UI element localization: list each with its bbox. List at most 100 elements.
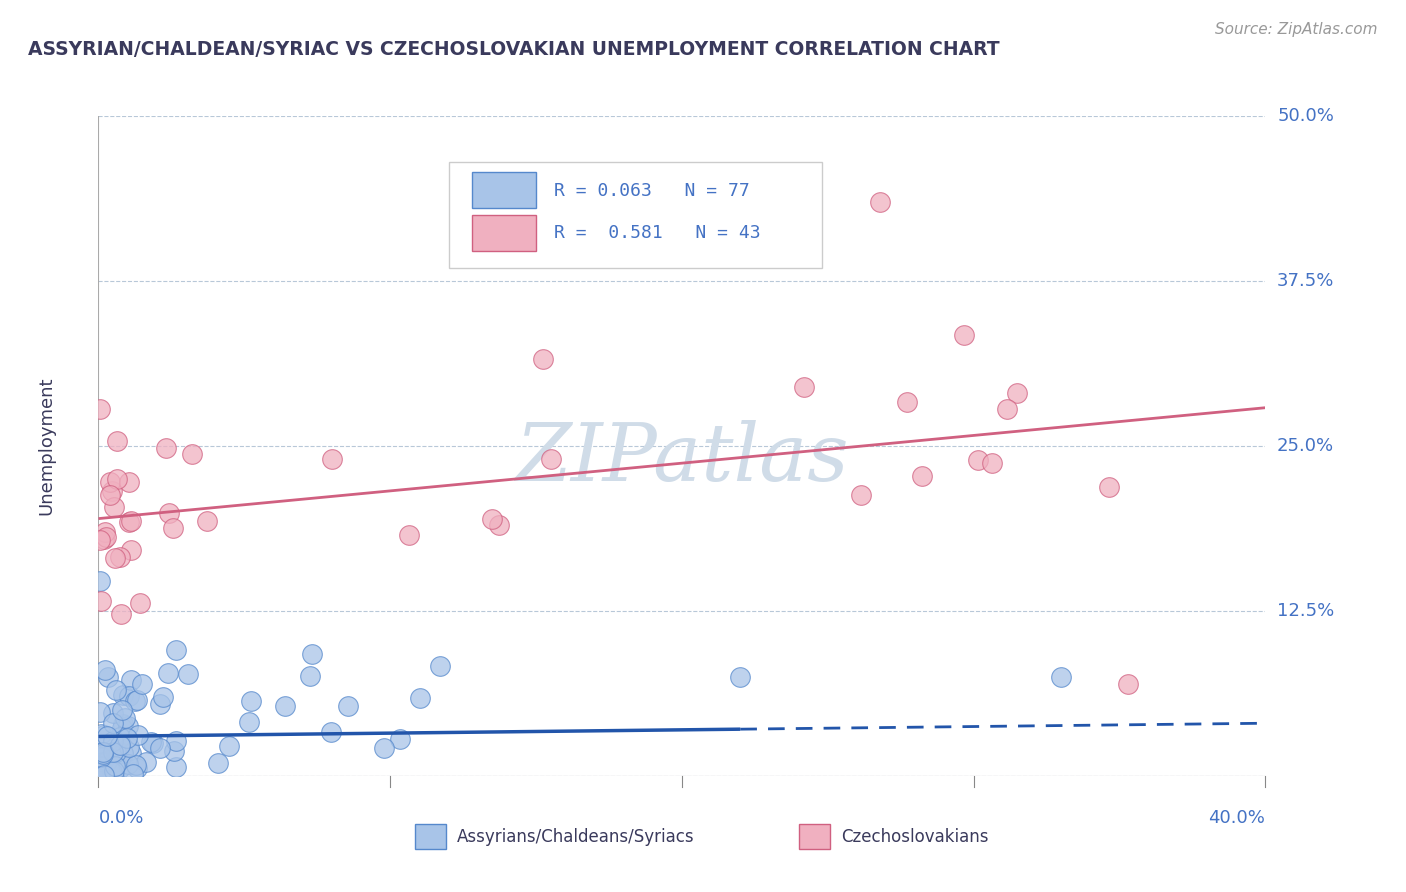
Text: Assyrians/Chaldeans/Syriacs: Assyrians/Chaldeans/Syriacs: [457, 828, 695, 846]
Point: [103, 764, 125, 778]
Point: [120, 673, 142, 687]
Point: [321, 452, 343, 467]
Point: [142, 737, 165, 751]
Point: [177, 667, 200, 681]
Point: [181, 447, 204, 461]
Point: [388, 732, 411, 747]
Point: [91, 745, 114, 759]
Point: [429, 659, 451, 673]
Point: [108, 549, 131, 564]
Point: [112, 746, 135, 760]
Point: [111, 721, 134, 735]
Point: [218, 739, 240, 754]
Point: [101, 745, 124, 759]
Point: [162, 520, 184, 534]
Point: [239, 693, 262, 707]
Point: [869, 194, 891, 209]
Point: [238, 714, 260, 729]
Point: [104, 745, 127, 759]
Point: [207, 756, 229, 770]
Point: [107, 746, 129, 760]
Text: 0.0%: 0.0%: [98, 809, 143, 827]
Point: [165, 643, 187, 657]
Point: [274, 698, 297, 713]
Point: [98, 488, 121, 502]
Point: [101, 716, 124, 731]
Point: [100, 475, 122, 489]
FancyBboxPatch shape: [449, 162, 823, 268]
Point: [118, 740, 141, 755]
Text: Source: ZipAtlas.com: Source: ZipAtlas.com: [1215, 22, 1378, 37]
Point: [301, 647, 323, 661]
Point: [105, 472, 128, 486]
Point: [103, 500, 125, 515]
Text: Czechoslovakians: Czechoslovakians: [841, 828, 988, 846]
FancyBboxPatch shape: [799, 824, 830, 849]
Point: [101, 734, 124, 748]
Text: 40.0%: 40.0%: [1209, 809, 1265, 827]
Point: [967, 453, 990, 467]
Text: 50.0%: 50.0%: [1277, 107, 1334, 125]
FancyBboxPatch shape: [472, 215, 536, 252]
Point: [104, 759, 127, 773]
Point: [96, 530, 118, 544]
Point: [117, 731, 139, 746]
Point: [409, 691, 432, 706]
Point: [94, 663, 117, 677]
Point: [120, 514, 142, 528]
Point: [89, 766, 111, 780]
Point: [531, 351, 554, 366]
Point: [91, 767, 114, 781]
FancyBboxPatch shape: [472, 172, 536, 209]
Point: [139, 734, 162, 748]
Point: [90, 727, 112, 741]
Point: [157, 506, 180, 520]
Point: [96, 730, 118, 744]
Point: [792, 380, 814, 394]
Point: [93, 532, 115, 546]
Point: [1098, 480, 1121, 494]
Point: [488, 517, 510, 532]
Point: [112, 688, 135, 702]
Point: [728, 670, 751, 684]
Point: [89, 533, 111, 548]
Text: ZIPatlas: ZIPatlas: [515, 420, 849, 498]
Point: [120, 747, 142, 761]
Point: [149, 697, 172, 711]
Point: [156, 665, 179, 680]
Point: [97, 670, 120, 684]
Point: [117, 719, 139, 733]
Point: [540, 452, 562, 467]
Point: [337, 698, 360, 713]
Point: [101, 765, 124, 780]
Point: [90, 749, 112, 764]
Text: R =  0.581   N = 43: R = 0.581 N = 43: [554, 225, 761, 243]
Point: [91, 755, 114, 769]
Point: [481, 511, 503, 525]
Point: [165, 734, 187, 748]
Point: [124, 694, 146, 708]
Point: [953, 327, 976, 342]
Point: [118, 515, 141, 529]
Point: [319, 725, 342, 739]
Point: [96, 747, 118, 761]
Point: [93, 768, 115, 782]
Text: Unemployment: Unemployment: [37, 376, 55, 516]
Point: [127, 760, 149, 774]
Point: [89, 759, 111, 773]
Point: [112, 717, 135, 731]
Point: [896, 395, 918, 409]
Point: [91, 747, 114, 761]
Point: [125, 757, 148, 772]
Point: [995, 402, 1018, 417]
Point: [121, 766, 143, 780]
Point: [108, 731, 131, 745]
Point: [111, 703, 134, 717]
Point: [110, 607, 132, 621]
FancyBboxPatch shape: [415, 824, 446, 849]
Point: [1005, 386, 1028, 401]
Point: [89, 574, 111, 588]
Point: [118, 475, 141, 489]
Text: 12.5%: 12.5%: [1277, 602, 1334, 620]
Point: [94, 525, 117, 540]
